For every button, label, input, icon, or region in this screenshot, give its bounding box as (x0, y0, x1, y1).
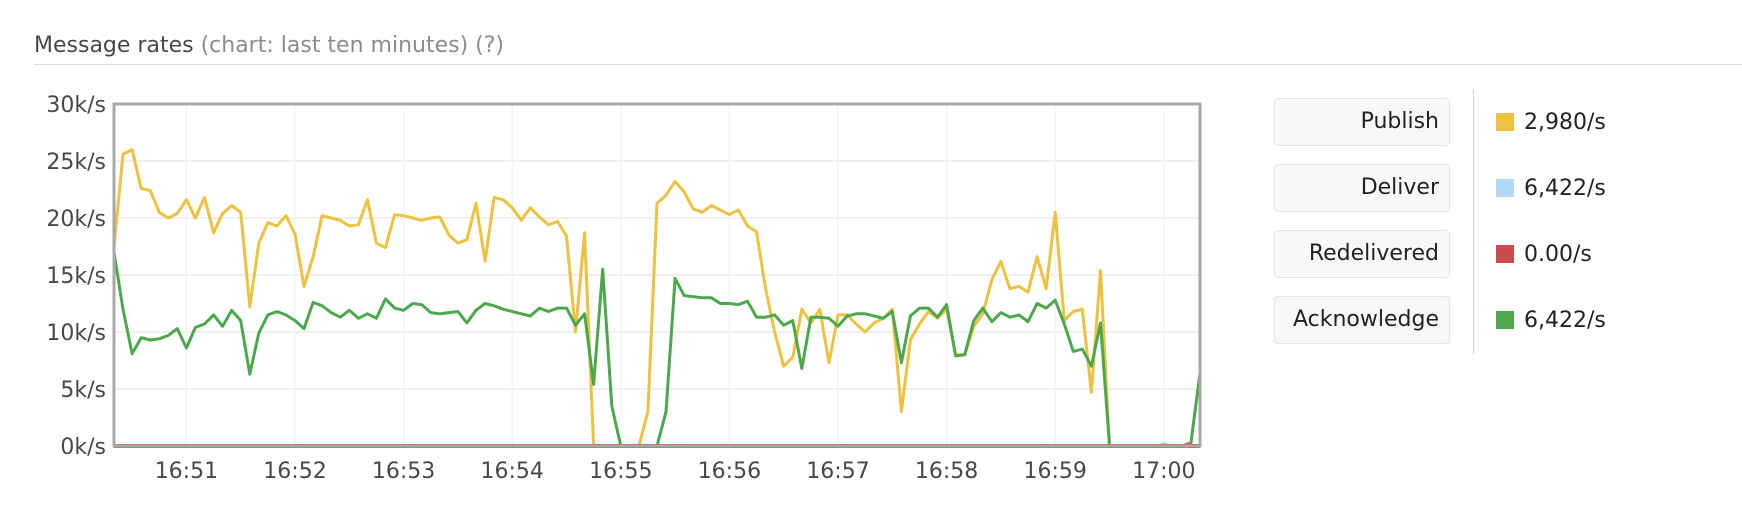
y-tick-label: 5k/s (60, 378, 106, 403)
deliver-rate: 6,422/s (1524, 175, 1606, 201)
acknowledge-rate: 6,422/s (1524, 307, 1606, 333)
publish-swatch (1496, 113, 1514, 131)
x-tick-label: 16:59 (1023, 459, 1086, 484)
x-tick-label: 17:00 (1132, 459, 1195, 484)
series-line-publish (112, 148, 1202, 448)
publish-rate: 2,980/s (1524, 109, 1606, 135)
legend-separator (1473, 90, 1474, 354)
x-tick-label: 16:51 (155, 459, 218, 484)
series-line-acknowledge (112, 251, 1202, 448)
x-tick-label: 16:57 (806, 459, 869, 484)
deliver-swatch (1496, 179, 1514, 197)
x-tick-label: 16:55 (589, 459, 652, 484)
section-header: Message rates (chart: last ten minutes) … (34, 28, 1742, 65)
x-tick-label: 16:54 (480, 459, 543, 484)
legend-value-redelivered: 0.00/s (1496, 230, 1592, 278)
x-tick-label: 16:52 (263, 459, 326, 484)
legend-button-deliver[interactable]: Deliver (1274, 164, 1450, 212)
y-axis: 0k/s 5k/s 10k/s 15k/s 20k/s 25k/s 30k/s (46, 93, 106, 460)
y-tick-label: 0k/s (60, 435, 106, 460)
legend-button-publish[interactable]: Publish (1274, 98, 1450, 146)
redelivered-rate: 0.00/s (1524, 241, 1592, 267)
x-axis: 16:51 16:52 16:53 16:54 16:55 16:56 16:57 16:58… (155, 459, 1196, 484)
acknowledge-swatch (1496, 311, 1514, 329)
redelivered-swatch (1496, 245, 1514, 263)
y-tick-label: 10k/s (46, 321, 106, 346)
y-tick-label: 20k/s (46, 207, 106, 232)
y-tick-label: 30k/s (46, 93, 106, 118)
chart-grid (114, 103, 1200, 447)
x-tick-label: 16:58 (915, 459, 978, 484)
legend-button-redelivered[interactable]: Redelivered (1274, 230, 1450, 278)
help-link[interactable]: (?) (475, 33, 505, 58)
x-tick-label: 16:53 (372, 459, 435, 484)
y-tick-label: 15k/s (46, 264, 106, 289)
legend-value-publish: 2,980/s (1496, 98, 1606, 146)
section-subtitle: (chart: last ten minutes) (200, 33, 469, 58)
chart-series (112, 148, 1202, 448)
plot-frame (112, 102, 1202, 448)
legend-value-deliver: 6,422/s (1496, 164, 1606, 212)
legend-value-acknowledge: 6,422/s (1496, 296, 1606, 344)
y-tick-label: 25k/s (46, 150, 106, 175)
legend-button-acknowledge[interactable]: Acknowledge (1274, 296, 1450, 344)
section-title: Message rates (34, 33, 194, 58)
x-tick-label: 16:56 (698, 459, 761, 484)
